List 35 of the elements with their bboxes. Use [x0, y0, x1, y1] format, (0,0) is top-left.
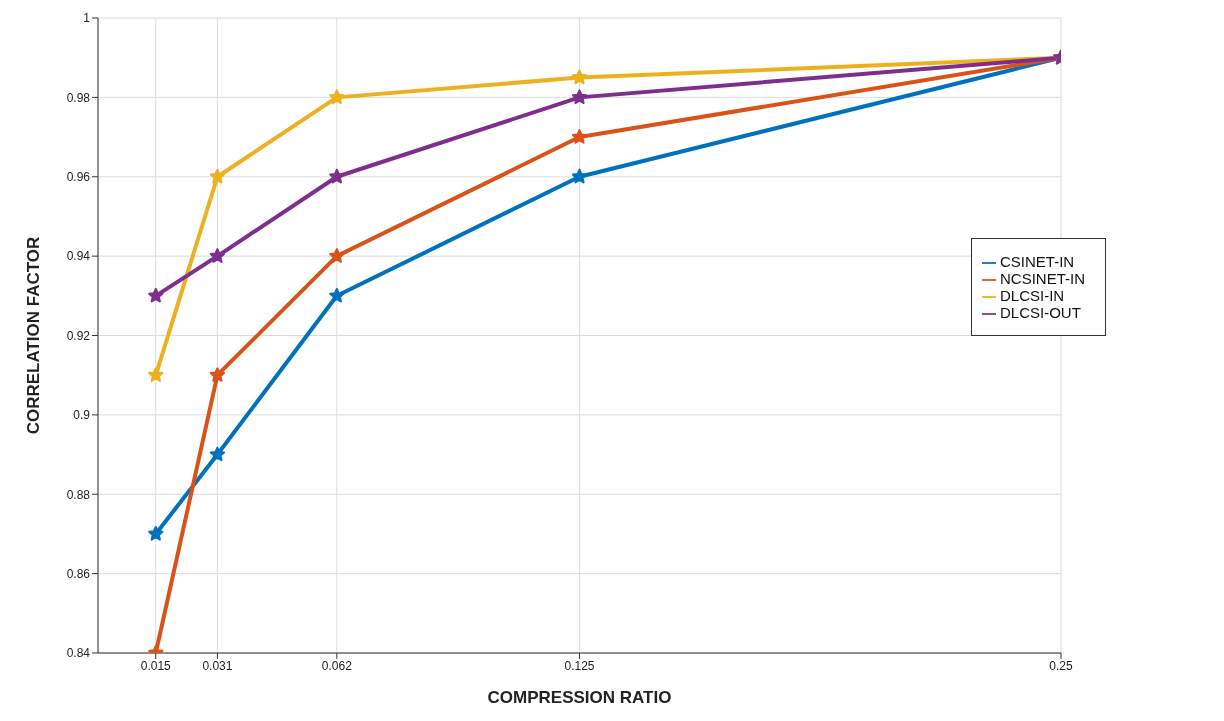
legend-label: NCSINET-IN — [999, 270, 1085, 288]
point — [571, 129, 588, 144]
point — [148, 525, 164, 541]
point — [209, 248, 226, 263]
y-tick-label: 0.92 — [66, 328, 91, 343]
y-tick-label: 0.84 — [66, 646, 91, 661]
y-tick-label: 0.98 — [66, 90, 91, 105]
y-tick-label: 0.96 — [66, 170, 91, 185]
x-tick-label: 0.25 — [1049, 658, 1073, 673]
legend-label: CSINET-IN — [999, 253, 1075, 270]
y-axis-title: CORRELATION FACTOR — [24, 236, 44, 435]
point — [209, 367, 226, 382]
x-tick-label: 0.015 — [140, 658, 172, 673]
point — [329, 168, 345, 184]
x-tick-label: 0.062 — [321, 658, 353, 673]
x-tick-label: 0.125 — [564, 658, 595, 673]
point — [571, 69, 588, 85]
y-tick-label: 0.9 — [73, 408, 91, 423]
legend-label: DLCSI-IN — [999, 287, 1065, 305]
y-tick-label: 0.94 — [66, 249, 91, 264]
point — [571, 168, 588, 184]
y-tick-label: 0.88 — [66, 487, 91, 502]
point — [209, 168, 226, 184]
x-axis-title: COMPRESSION RATIO — [487, 688, 672, 707]
point — [209, 446, 226, 462]
x-tick-label: 0.031 — [202, 658, 233, 673]
y-tick-label: 1 — [83, 11, 91, 26]
point — [329, 287, 345, 303]
point — [329, 248, 345, 263]
point — [571, 89, 588, 105]
point — [148, 367, 164, 382]
y-tick-label: 0.86 — [66, 566, 91, 581]
point — [329, 89, 345, 105]
legend-label: DLCSI-OUT — [999, 304, 1081, 322]
point — [148, 287, 164, 303]
